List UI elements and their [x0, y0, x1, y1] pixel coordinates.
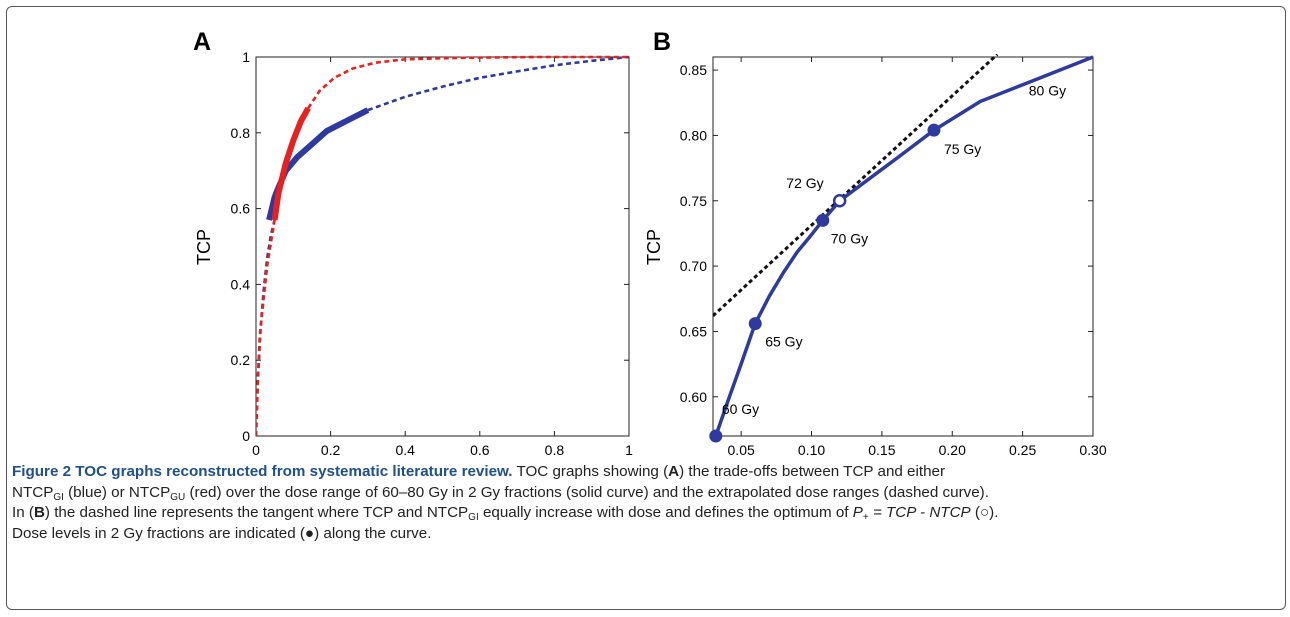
panel-b-ytick-label: 0.70: [680, 258, 707, 274]
panel-b-ylabel: TCP: [644, 229, 664, 265]
panel-a-series-blue-dashed: [367, 55, 630, 112]
panel-b-label: B: [653, 28, 671, 56]
panel-b-tangent-line: [713, 54, 999, 317]
panel-a-ytick-label: 0.6: [231, 201, 251, 217]
panel-b-dose-point: [709, 429, 723, 443]
panel-a-xtick-label: 1: [625, 442, 633, 458]
panel-a-series-blue-dashed: [256, 219, 276, 437]
caption-title: Figure 2 TOC graphs reconstructed from s…: [12, 463, 513, 480]
panel-a-series-red-dashed: [307, 55, 629, 109]
panel-b-xtick-label: 0.05: [728, 442, 755, 458]
figure-plots: 00.20.40.60.8100.20.40.60.81ANTCPTCP0.05…: [193, 28, 1107, 458]
caption-text-3g: (○).: [970, 504, 999, 521]
panel-a-ytick-label: 1: [242, 49, 250, 65]
panel-a-xtick-label: 0.2: [321, 442, 341, 458]
caption-text-2a: NTCP: [12, 483, 54, 501]
panel-a-ytick-label: 0.8: [231, 125, 251, 141]
caption-panel-a-ref: A: [668, 463, 680, 480]
caption-text-2b: (blue) or NTCP: [63, 483, 171, 501]
panel-b-dose-label: 72 Gy: [786, 175, 823, 191]
panel-b-axes-box: [712, 56, 1094, 437]
panel-b-optimum-point: [832, 194, 847, 208]
panel-b-dose-curve: [714, 55, 1094, 437]
panel-b-ytick-label: 0.80: [680, 127, 707, 143]
figure-frame: [6, 6, 1286, 610]
caption-text-4: Dose levels in 2 Gy fractions are indica…: [12, 524, 432, 542]
panel-b-dose-point: [816, 213, 830, 227]
caption-text-3d: equally increase with dose and defines t…: [478, 504, 853, 521]
figure-caption: Figure 2 TOC graphs reconstructed from s…: [12, 462, 1274, 544]
caption-text-1c: ) the trade-offs between TCP and either: [679, 463, 946, 480]
panel-b-ytick-label: 0.65: [680, 323, 707, 339]
panel-a-ylabel: TCP: [194, 229, 214, 265]
panel-b-ytick-label: 0.75: [680, 193, 707, 209]
panel-b-xtick-label: 0.30: [1079, 442, 1106, 458]
caption-panel-b-ref: B: [33, 504, 45, 521]
caption-formula-p: P: [852, 504, 863, 521]
panel-a-series-red-solid: [271, 106, 311, 221]
panel-a-label: A: [193, 28, 211, 56]
panel-b-dose-point: [927, 123, 941, 137]
panel-b-ytick-label: 0.60: [680, 389, 707, 405]
caption-sub-gi-2: GI: [468, 512, 479, 523]
panel-b-ytick-label: 0.85: [680, 62, 707, 78]
caption-sub-gu: GU: [170, 491, 186, 503]
panel-a-ytick-label: 0.4: [231, 276, 251, 292]
caption-sub-gi: GI: [53, 491, 64, 503]
panel-a-xtick-label: 0.4: [395, 442, 415, 458]
panel-b-xtick-label: 0.10: [798, 442, 825, 458]
panel-a-ytick-label: 0: [242, 428, 250, 444]
caption-text-3c: ) the dashed line represents the tangent…: [44, 504, 469, 521]
panel-b-dose-label: 75 Gy: [944, 141, 981, 157]
panel-b-dose-label: 60 Gy: [722, 401, 759, 417]
caption-sub-plus: +: [862, 512, 869, 523]
panel-a-axes-box: [255, 56, 630, 437]
panel-a-xtick-label: 0.6: [470, 442, 490, 458]
caption-text-3a: In (: [12, 504, 34, 521]
panel-b-xtick-label: 0.25: [1009, 442, 1036, 458]
panel-a-series-red-dashed: [256, 219, 276, 437]
caption-text-2c: (red) over the dose range of 60–80 Gy in…: [185, 483, 989, 501]
caption-text-1a: TOC graphs showing (: [516, 463, 669, 480]
panel-a-xtick-label: 0.8: [545, 442, 565, 458]
panel-b-xtick-label: 0.15: [868, 442, 895, 458]
caption-formula: = TCP - NTCP: [868, 504, 971, 521]
panel-b-dose-point: [748, 317, 762, 331]
panel-a-ytick-label: 0.2: [231, 352, 251, 368]
panel-b-dose-label: 65 Gy: [765, 334, 802, 350]
panel-b-xtick-label: 0.20: [939, 442, 966, 458]
panel-b-dose-label: 70 Gy: [831, 230, 868, 246]
panel-b-annotation: 80 Gy: [1029, 82, 1066, 98]
panel-a-xtick-label: 0: [252, 442, 260, 458]
